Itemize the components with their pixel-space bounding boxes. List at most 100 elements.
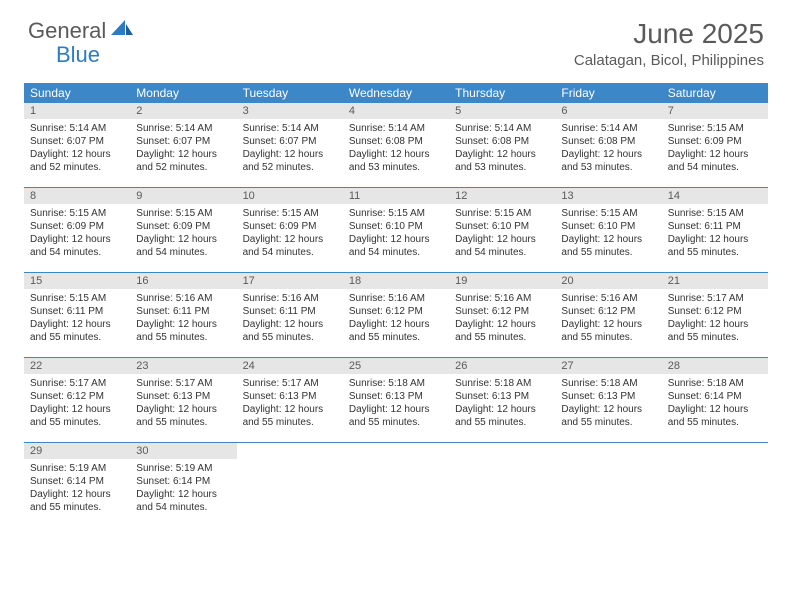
day-cell: 19Sunrise: 5:16 AMSunset: 6:12 PMDayligh… bbox=[449, 273, 555, 357]
sunrise-text: Sunrise: 5:16 AM bbox=[243, 292, 337, 305]
day-body: Sunrise: 5:15 AMSunset: 6:11 PMDaylight:… bbox=[662, 204, 768, 263]
sunrise-text: Sunrise: 5:15 AM bbox=[30, 207, 124, 220]
daylight-text-2: and 54 minutes. bbox=[668, 161, 762, 174]
sunset-text: Sunset: 6:13 PM bbox=[455, 390, 549, 403]
day-body: Sunrise: 5:15 AMSunset: 6:09 PMDaylight:… bbox=[237, 204, 343, 263]
daylight-text-2: and 55 minutes. bbox=[561, 416, 655, 429]
daylight-text-2: and 55 minutes. bbox=[349, 331, 443, 344]
day-cell: 4Sunrise: 5:14 AMSunset: 6:08 PMDaylight… bbox=[343, 103, 449, 187]
logo-text-general: General bbox=[28, 18, 106, 44]
daylight-text-1: Daylight: 12 hours bbox=[243, 403, 337, 416]
day-header-mon: Monday bbox=[130, 83, 236, 103]
sunrise-text: Sunrise: 5:17 AM bbox=[243, 377, 337, 390]
day-number: 12 bbox=[449, 188, 555, 204]
daylight-text-1: Daylight: 12 hours bbox=[30, 233, 124, 246]
sunrise-text: Sunrise: 5:15 AM bbox=[349, 207, 443, 220]
day-cell: 29Sunrise: 5:19 AMSunset: 6:14 PMDayligh… bbox=[24, 443, 130, 527]
week-row: 29Sunrise: 5:19 AMSunset: 6:14 PMDayligh… bbox=[24, 443, 768, 527]
day-number: 24 bbox=[237, 358, 343, 374]
daylight-text-2: and 54 minutes. bbox=[136, 501, 230, 514]
day-cell: 17Sunrise: 5:16 AMSunset: 6:11 PMDayligh… bbox=[237, 273, 343, 357]
sunset-text: Sunset: 6:09 PM bbox=[136, 220, 230, 233]
day-cell: 9Sunrise: 5:15 AMSunset: 6:09 PMDaylight… bbox=[130, 188, 236, 272]
daylight-text-1: Daylight: 12 hours bbox=[455, 403, 549, 416]
sunset-text: Sunset: 6:12 PM bbox=[561, 305, 655, 318]
day-cell: 24 Sunrise: 5:17 AMSunset: 6:13 PMDayligh… bbox=[237, 358, 343, 442]
sunset-text: Sunset: 6:09 PM bbox=[30, 220, 124, 233]
day-number: 10 bbox=[237, 188, 343, 204]
daylight-text-1: Daylight: 12 hours bbox=[349, 148, 443, 161]
daylight-text-1: Daylight: 12 hours bbox=[668, 318, 762, 331]
day-number: 18 bbox=[343, 273, 449, 289]
day-number: 3 bbox=[237, 103, 343, 119]
day-number: 11 bbox=[343, 188, 449, 204]
logo-text-blue: Blue bbox=[56, 42, 100, 67]
day-body: Sunrise: 5:18 AMSunset: 6:14 PMDaylight:… bbox=[662, 374, 768, 433]
daylight-text-1: Daylight: 12 hours bbox=[30, 318, 124, 331]
daylight-text-2: and 55 minutes. bbox=[136, 416, 230, 429]
day-body: Sunrise: 5:15 AMSunset: 6:09 PMDaylight:… bbox=[662, 119, 768, 178]
sunset-text: Sunset: 6:14 PM bbox=[30, 475, 124, 488]
day-number: 30 bbox=[130, 443, 236, 459]
day-cell: 6Sunrise: 5:14 AMSunset: 6:08 PMDaylight… bbox=[555, 103, 661, 187]
day-body: Sunrise: 5:16 AMSunset: 6:12 PMDaylight:… bbox=[449, 289, 555, 348]
header: General June 2025 Calatagan, Bicol, Phil… bbox=[0, 0, 792, 77]
sunset-text: Sunset: 6:13 PM bbox=[243, 390, 337, 403]
week-row: 22Sunrise: 5:17 AMSunset: 6:12 PMDayligh… bbox=[24, 358, 768, 443]
day-body: Sunrise: 5:14 AMSunset: 6:07 PMDaylight:… bbox=[130, 119, 236, 178]
daylight-text-1: Daylight: 12 hours bbox=[30, 403, 124, 416]
day-body: Sunrise: 5:17 AMSunset: 6:12 PMDaylight:… bbox=[662, 289, 768, 348]
sunrise-text: Sunrise: 5:19 AM bbox=[136, 462, 230, 475]
day-number: 15 bbox=[24, 273, 130, 289]
day-body: Sunrise: 5:15 AMSunset: 6:11 PMDaylight:… bbox=[24, 289, 130, 348]
sunrise-text: Sunrise: 5:18 AM bbox=[561, 377, 655, 390]
daylight-text-2: and 55 minutes. bbox=[136, 331, 230, 344]
empty-cell bbox=[237, 443, 343, 527]
sail-icon bbox=[111, 20, 133, 43]
day-cell: 25Sunrise: 5:18 AMSunset: 6:13 PMDayligh… bbox=[343, 358, 449, 442]
daylight-text-2: and 55 minutes. bbox=[30, 416, 124, 429]
day-cell: 30Sunrise: 5:19 AMSunset: 6:14 PMDayligh… bbox=[130, 443, 236, 527]
daylight-text-1: Daylight: 12 hours bbox=[668, 148, 762, 161]
day-header-wed: Wednesday bbox=[343, 83, 449, 103]
day-body: Sunrise: 5:14 AMSunset: 6:08 PMDaylight:… bbox=[555, 119, 661, 178]
day-header-sun: Sunday bbox=[24, 83, 130, 103]
day-number: 7 bbox=[662, 103, 768, 119]
day-body: Sunrise: 5:14 AMSunset: 6:08 PMDaylight:… bbox=[449, 119, 555, 178]
day-number: 8 bbox=[24, 188, 130, 204]
day-header-tue: Tuesday bbox=[237, 83, 343, 103]
day-cell: 16Sunrise: 5:16 AMSunset: 6:11 PMDayligh… bbox=[130, 273, 236, 357]
sunrise-text: Sunrise: 5:15 AM bbox=[30, 292, 124, 305]
daylight-text-2: and 55 minutes. bbox=[668, 416, 762, 429]
day-number: 14 bbox=[662, 188, 768, 204]
day-number: 19 bbox=[449, 273, 555, 289]
daylight-text-2: and 55 minutes. bbox=[561, 331, 655, 344]
logo: General bbox=[28, 18, 135, 44]
day-number: 16 bbox=[130, 273, 236, 289]
daylight-text-2: and 53 minutes. bbox=[455, 161, 549, 174]
daylight-text-2: and 55 minutes. bbox=[30, 501, 124, 514]
sunset-text: Sunset: 6:13 PM bbox=[136, 390, 230, 403]
day-number: 21 bbox=[662, 273, 768, 289]
day-body: Sunrise: 5:16 AMSunset: 6:11 PMDaylight:… bbox=[130, 289, 236, 348]
day-body: Sunrise: 5:18 AMSunset: 6:13 PMDaylight:… bbox=[449, 374, 555, 433]
sunrise-text: Sunrise: 5:14 AM bbox=[455, 122, 549, 135]
day-number: 1 bbox=[24, 103, 130, 119]
sunrise-text: Sunrise: 5:16 AM bbox=[561, 292, 655, 305]
day-header-thu: Thursday bbox=[449, 83, 555, 103]
daylight-text-1: Daylight: 12 hours bbox=[561, 233, 655, 246]
day-body: Sunrise: 5:15 AMSunset: 6:09 PMDaylight:… bbox=[24, 204, 130, 263]
sunset-text: Sunset: 6:11 PM bbox=[243, 305, 337, 318]
daylight-text-2: and 53 minutes. bbox=[561, 161, 655, 174]
empty-cell bbox=[662, 443, 768, 527]
empty-cell bbox=[555, 443, 661, 527]
day-number: 20 bbox=[555, 273, 661, 289]
sunrise-text: Sunrise: 5:14 AM bbox=[136, 122, 230, 135]
month-year: June 2025 bbox=[574, 18, 764, 50]
sunset-text: Sunset: 6:07 PM bbox=[243, 135, 337, 148]
day-body: Sunrise: 5:17 AMSunset: 6:12 PMDaylight:… bbox=[24, 374, 130, 433]
day-body: Sunrise: 5:15 AMSunset: 6:10 PMDaylight:… bbox=[555, 204, 661, 263]
daylight-text-2: and 55 minutes. bbox=[349, 416, 443, 429]
sunrise-text: Sunrise: 5:14 AM bbox=[243, 122, 337, 135]
daylight-text-2: and 52 minutes. bbox=[136, 161, 230, 174]
